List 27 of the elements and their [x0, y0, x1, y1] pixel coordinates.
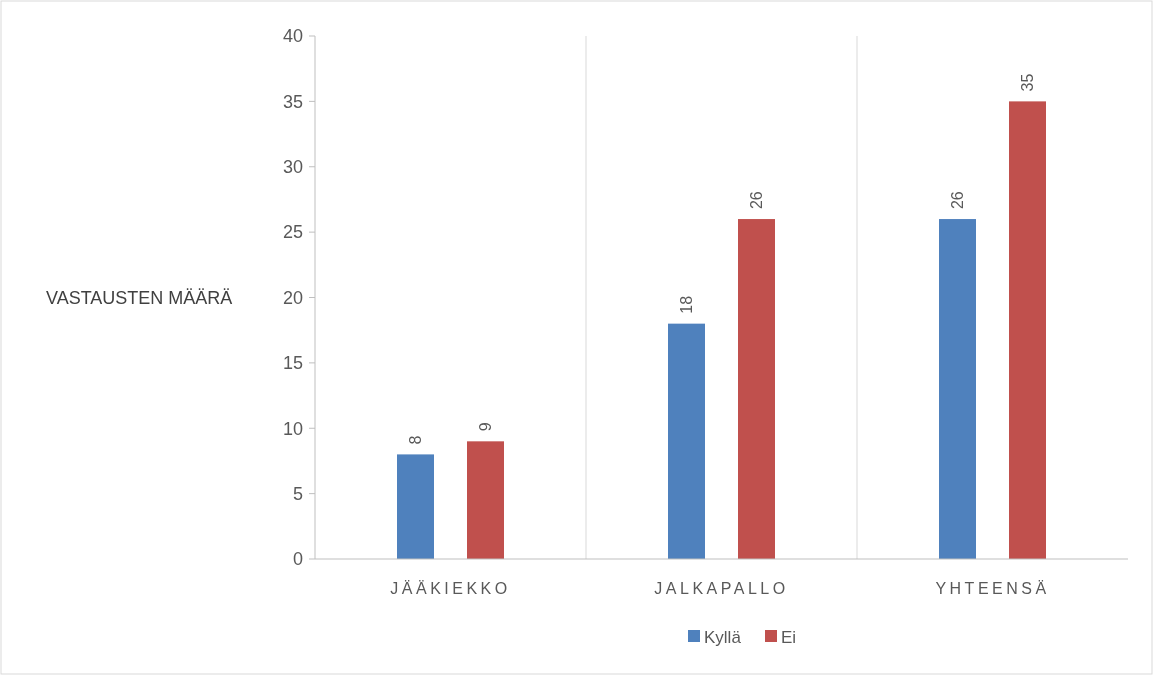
y-axis-title: VASTAUSTEN MÄÄRÄ — [46, 287, 233, 308]
bar — [939, 219, 976, 559]
y-tick-label: 20 — [282, 287, 303, 308]
y-tick-label: 25 — [282, 222, 303, 243]
x-tick-label: JALKAPALLO — [654, 580, 789, 597]
y-tick-label: 10 — [282, 418, 303, 439]
bar — [397, 454, 434, 559]
data-label: 26 — [948, 191, 966, 210]
x-tick-label: YHTEENSÄ — [935, 580, 1050, 597]
bar — [1009, 101, 1046, 559]
bar — [467, 441, 504, 559]
y-tick-label: 40 — [282, 26, 303, 47]
y-tick-label: 5 — [292, 483, 303, 504]
y-tick-label: 35 — [282, 91, 303, 112]
y-tick-label: 30 — [282, 157, 303, 178]
y-tick-label: 15 — [282, 353, 303, 374]
data-label: 35 — [1018, 73, 1036, 92]
y-tick-label: 0 — [292, 549, 303, 570]
legend-label: Ei — [781, 627, 797, 647]
data-label: 9 — [476, 422, 494, 432]
data-label: 8 — [406, 435, 424, 445]
bar — [668, 323, 705, 559]
data-label: 18 — [677, 295, 695, 314]
x-tick-label: JÄÄKIEKKO — [390, 580, 511, 597]
bar — [738, 219, 775, 559]
data-label: 26 — [747, 191, 765, 210]
legend-label: Kyllä — [704, 627, 742, 647]
